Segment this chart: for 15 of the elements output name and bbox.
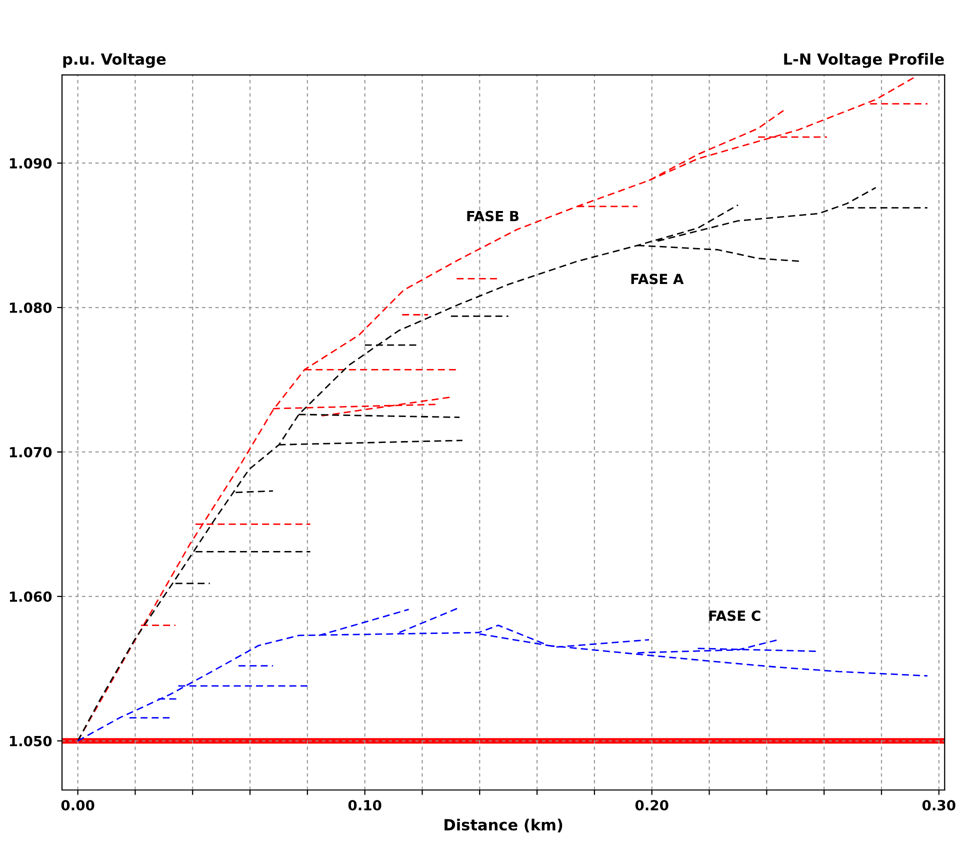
x-tick-label: 0.10 <box>348 800 382 810</box>
series-label: FASE C <box>709 610 760 621</box>
y-tick-label: 1.060 <box>10 591 52 602</box>
y-tick-label: 1.050 <box>10 736 52 746</box>
y-tick-label: 1.080 <box>10 302 52 314</box>
x-tick-label: 0.30 <box>922 800 956 810</box>
x-axis-title: Distance (km) <box>444 818 562 832</box>
x-tick-label: 0.20 <box>635 800 668 810</box>
y-tick-label: 1.090 <box>10 158 52 169</box>
x-tick-label: 0.00 <box>61 800 94 810</box>
chart-title: L-N Voltage Profile <box>784 53 944 68</box>
series-label: FASE A <box>631 274 684 284</box>
y-axis-title: p.u. Voltage <box>63 53 166 68</box>
y-tick-label: 1.070 <box>10 446 52 458</box>
series-label: FASE B <box>467 210 519 222</box>
